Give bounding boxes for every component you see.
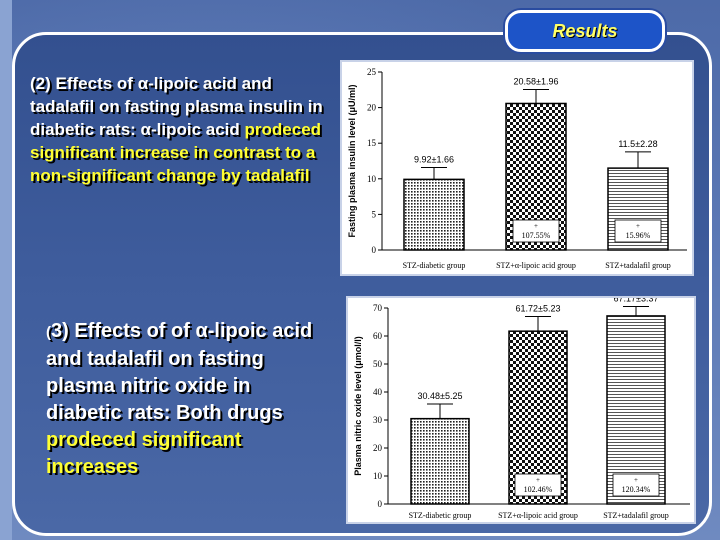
annotation-mark: + — [636, 222, 640, 230]
y-tick-label: 10 — [367, 174, 377, 184]
insulin-chart: 0 5 10 15 20 25 Fasting plasma insulin level (… — [347, 67, 687, 270]
y-tick-label: 5 — [372, 209, 377, 219]
category-label: STZ-diabetic group — [409, 511, 472, 520]
bar — [410, 417, 470, 505]
y-tick-label: 60 — [373, 331, 383, 341]
annotation-text: 120.34% — [622, 485, 651, 494]
value-label: 30.48±5.25 — [418, 391, 463, 401]
y-tick-label: 40 — [373, 387, 383, 397]
value-label: 9.92±1.66 — [414, 155, 454, 165]
annotation-box — [614, 219, 662, 243]
text2-highlight: prodeced significant increases — [46, 429, 242, 478]
value-label: 20.58±1.96 — [514, 77, 559, 87]
nitric-oxide-effects-text: (3) Effects of of α-lipoic acid and tada… — [46, 318, 326, 481]
y-tick-label: 0 — [378, 499, 383, 509]
alpha-symbol: α — [137, 74, 149, 93]
y-tick-label: 20 — [367, 103, 377, 113]
y-tick-label: 30 — [373, 415, 383, 425]
value-label: 61.72±5.23 — [516, 304, 561, 314]
alpha-symbol: α — [140, 120, 151, 139]
category-label: STZ+α-lipoic acid group — [496, 261, 576, 270]
text1-part1: (2) Effects of — [30, 74, 138, 93]
bar — [403, 178, 465, 251]
y-tick-label: 70 — [373, 303, 383, 313]
y-tick-label: 10 — [373, 471, 383, 481]
bar — [606, 315, 666, 505]
annotation-text: 15.96% — [626, 231, 651, 240]
annotation-mark: + — [536, 476, 540, 484]
annotation-mark: + — [534, 222, 538, 230]
alpha-symbol: α — [195, 320, 208, 342]
annotation-text: 107.55% — [522, 231, 551, 240]
category-label: STZ+tadalafil group — [603, 511, 669, 520]
annotation-box — [512, 219, 560, 243]
text2-part1: 3) Effects of of — [51, 320, 196, 342]
y-tick-label: 25 — [367, 67, 377, 77]
y-axis-title: Fasting plasma insulin level (μU/ml) — [347, 84, 357, 237]
text1-highlight: prodeced significant increase in contras… — [30, 120, 322, 185]
left-accent-bar — [0, 0, 12, 540]
y-tick-label: 15 — [367, 138, 377, 148]
text2-part2: -lipoic acid and tadalafil on fasting pl… — [46, 320, 313, 424]
results-title: Results — [552, 20, 618, 41]
category-label: STZ-diabetic group — [403, 261, 466, 270]
results-badge: Results — [505, 10, 665, 52]
category-label: STZ+α-lipoic acid group — [498, 511, 578, 520]
nitric-oxide-chart: 0 10 20 30 40 50 60 70 Plasma nitric oxide level… — [353, 293, 690, 520]
y-tick-label: 20 — [373, 443, 383, 453]
y-axis-title: Plasma nitric oxide level (μmol/l) — [353, 336, 363, 476]
text1-part3: -lipoic acid — [151, 120, 245, 139]
text1-part2: -lipoic acid and tadalafil on fasting pl… — [30, 74, 323, 139]
annotation-box — [514, 473, 562, 497]
y-tick-label: 0 — [372, 245, 377, 255]
annotation-text: 102.46% — [524, 485, 553, 494]
value-label: 67.17±3.37 — [614, 298, 659, 303]
category-label: STZ+tadalafil group — [605, 261, 671, 270]
y-tick-label: 50 — [373, 359, 383, 369]
value-label: 11.5±2.28 — [618, 139, 657, 149]
insulin-effects-text: (2) Effects of α-lipoic acid and tadalaf… — [30, 72, 330, 187]
nitric-oxide-chart-panel: 0 10 20 30 40 50 60 70 Plasma nitric oxide level… — [346, 293, 696, 524]
annotation-mark: + — [634, 476, 638, 484]
annotation-box — [612, 473, 660, 497]
text2-paren: ( — [46, 324, 51, 341]
insulin-chart-panel: 0 5 10 15 20 25 Fasting plasma insulin level (… — [340, 60, 694, 276]
